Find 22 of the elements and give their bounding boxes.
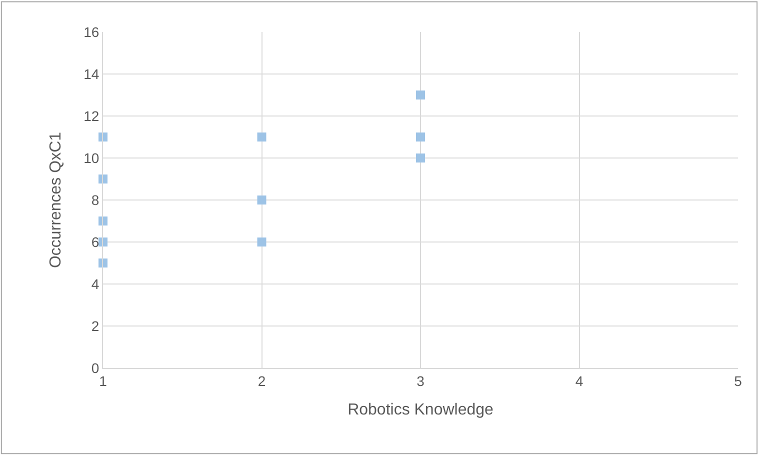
y-tick-label: 2	[91, 318, 100, 334]
point	[416, 132, 425, 142]
x-tick-label: 1	[99, 372, 108, 389]
x-tick-label: 5	[734, 372, 742, 389]
y-tick-label: 12	[84, 108, 100, 124]
point	[416, 90, 425, 100]
x-tick-label: 3	[416, 372, 425, 389]
y-tick-label: 0	[91, 360, 100, 376]
y-tick-label: 8	[91, 192, 100, 208]
y-tick-label: 16	[84, 24, 100, 40]
x-tick-label: 2	[258, 372, 266, 389]
point	[257, 196, 266, 204]
y-tick-label: 6	[91, 234, 100, 250]
y-tick-label: 4	[91, 276, 100, 292]
x-axis-title: Robotics Knowledge	[348, 402, 494, 418]
point	[257, 132, 266, 142]
point	[416, 154, 425, 162]
x-tick-label: 4	[575, 372, 584, 389]
y-tick-label: 10	[84, 150, 100, 166]
y-tick-label: 14	[84, 66, 100, 82]
y-axis-title: Occurrences QxC1	[48, 132, 65, 268]
point	[257, 238, 266, 246]
